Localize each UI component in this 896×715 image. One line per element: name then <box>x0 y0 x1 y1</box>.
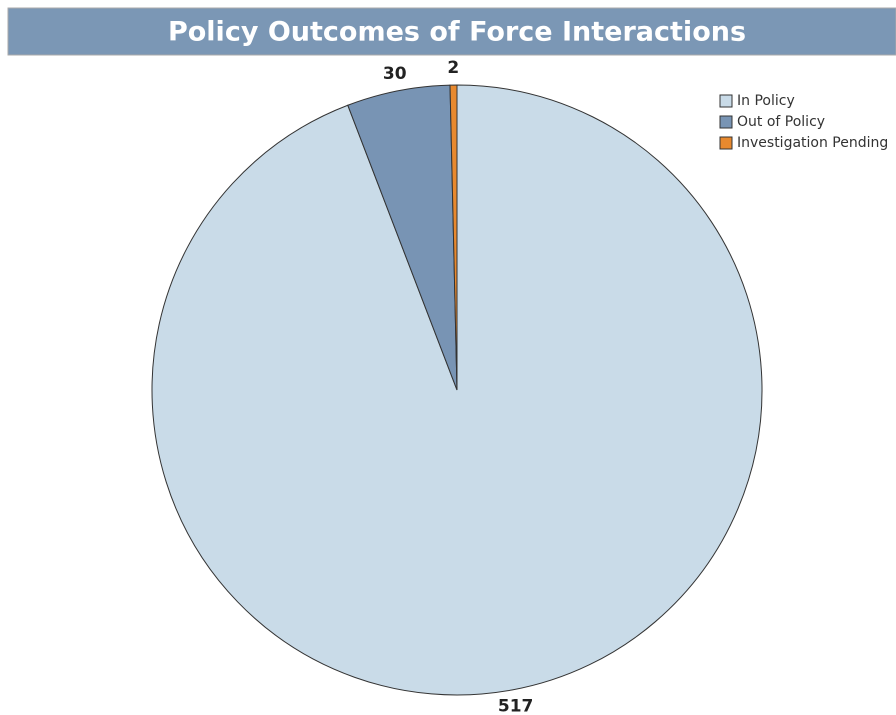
value-label: 517 <box>498 697 534 715</box>
chart-title: Policy Outcomes of Force Interactions <box>168 17 746 48</box>
title-bar <box>7 7 896 56</box>
pie-slice <box>449 84 458 391</box>
legend-label: In Policy <box>737 93 795 109</box>
legend-swatch <box>719 115 733 129</box>
value-label: 2 <box>447 58 459 78</box>
value-label: 30 <box>383 64 407 84</box>
legend-swatch <box>719 136 733 150</box>
legend-label: Investigation Pending <box>737 135 888 151</box>
legend-swatch <box>719 94 733 108</box>
legend-label: Out of Policy <box>737 114 825 130</box>
